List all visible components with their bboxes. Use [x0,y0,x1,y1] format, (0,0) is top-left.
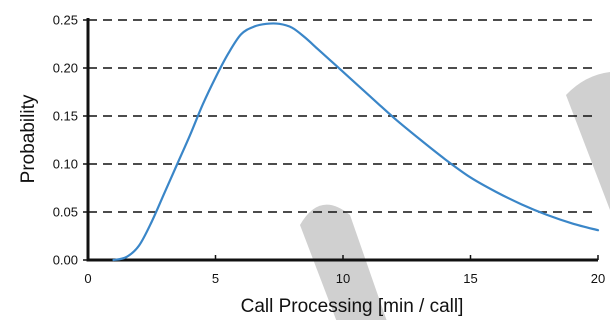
watermark-stroke-left [300,204,387,320]
y-tick-label: 0.15 [53,109,78,124]
x-tick-label: 20 [591,271,605,286]
y-tick-label: 0.20 [53,61,78,76]
x-axis-title: Call Processing [min / call] [241,296,464,317]
x-tick-label: 5 [212,271,219,286]
watermark-stroke-right [566,72,610,210]
series-line [112,22,600,262]
x-tick-label: 0 [84,271,91,286]
y-tick-label: 0.05 [53,205,78,220]
y-axis-ticks: 0.00 0.05 0.10 0.15 0.20 0.25 [53,13,88,268]
x-tick-label: 10 [336,271,350,286]
x-tick-label: 15 [463,271,477,286]
y-axis-title: Probability [18,94,39,183]
y-tick-label: 0.00 [53,253,78,268]
y-tick-label: 0.10 [53,157,78,172]
y-tick-label: 0.25 [53,13,78,28]
grid-lines [88,19,598,213]
